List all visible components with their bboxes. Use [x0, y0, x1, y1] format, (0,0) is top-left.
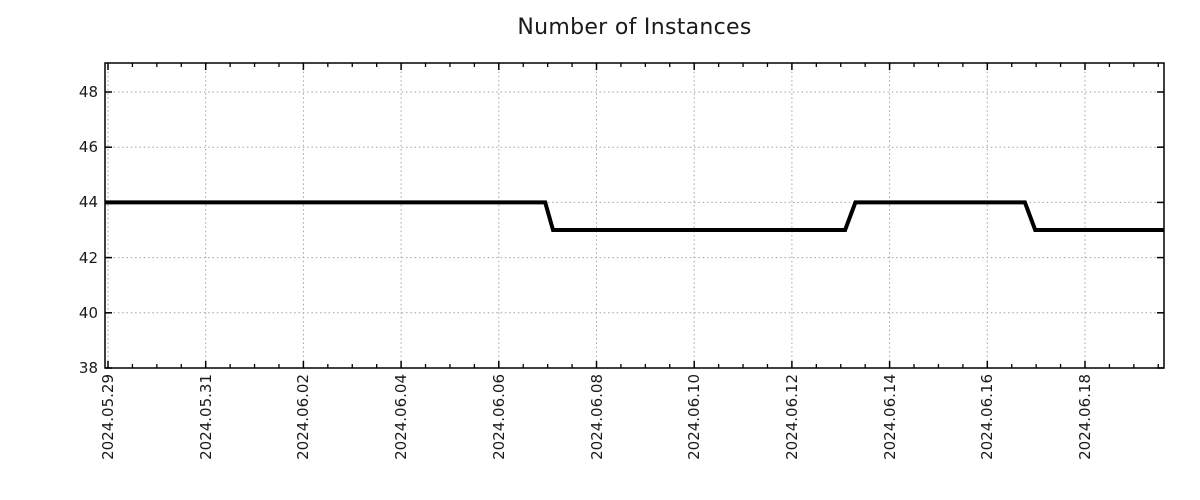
x-tick-label: 2024.06.02 — [294, 374, 313, 460]
x-tick-label: 2024.06.04 — [392, 374, 411, 460]
y-tick-label: 40 — [78, 303, 98, 322]
y-tick-label: 38 — [78, 359, 98, 377]
chart-title: Number of Instances — [517, 15, 752, 40]
x-tick-label: 2024.06.12 — [782, 374, 801, 460]
y-tick-label: 48 — [78, 83, 98, 101]
x-tick-label: 2024.06.06 — [489, 374, 508, 460]
x-tick-label: 2024.06.16 — [978, 374, 997, 460]
x-tick-label: 2024.05.31 — [196, 374, 215, 460]
x-tick-label: 2024.06.08 — [587, 374, 606, 460]
y-tick-label: 44 — [78, 193, 98, 212]
y-tick-label: 42 — [78, 248, 98, 267]
x-tick-label: 2024.06.18 — [1076, 374, 1094, 460]
x-tick-label: 2024.05.29 — [99, 374, 117, 460]
plot-border — [104, 62, 1165, 369]
x-tick-label: 2024.06.14 — [880, 374, 899, 460]
x-tick-label: 2024.06.10 — [685, 374, 704, 460]
y-tick-label: 46 — [78, 138, 98, 157]
series-line-instances — [105, 200, 1165, 232]
